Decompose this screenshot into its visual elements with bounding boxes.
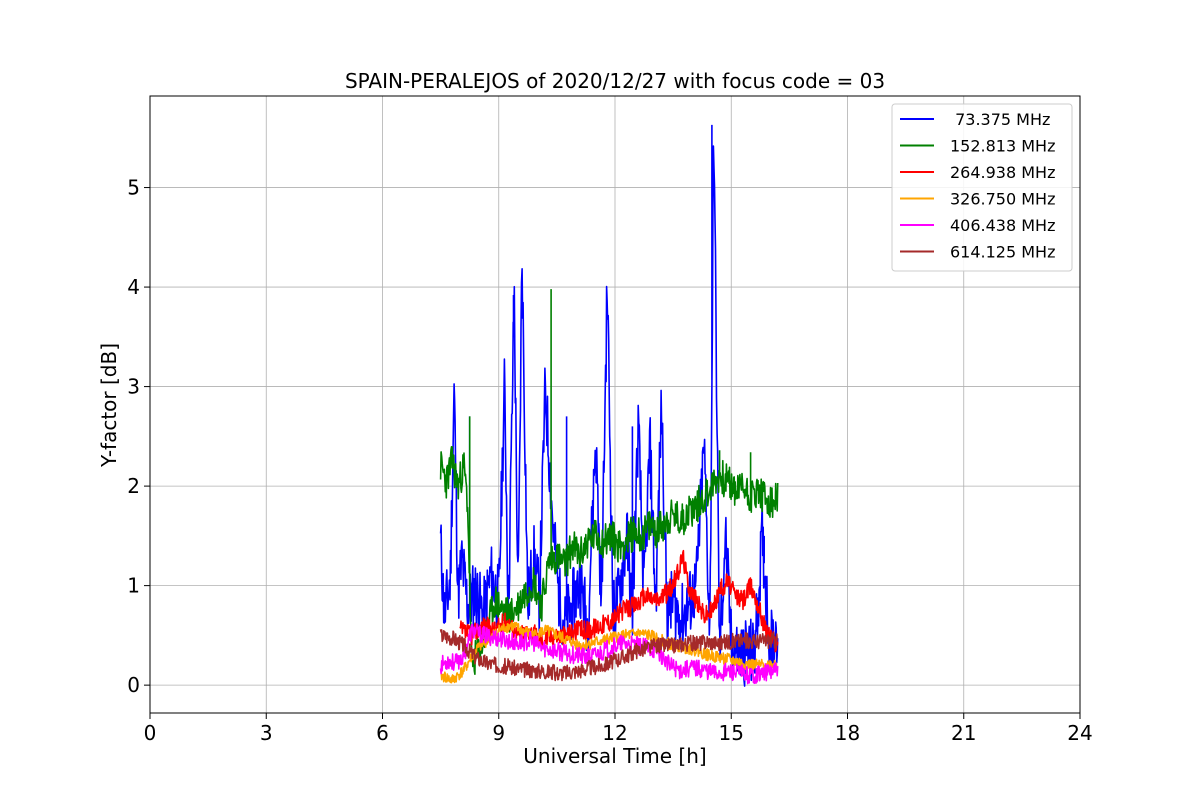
series-lines (439, 124, 779, 687)
y-axis-label: Y-factor [dB] (97, 343, 121, 468)
x-tick-label: 15 (719, 721, 744, 745)
y-axis-ticks: 0 1 2 3 4 5 (127, 176, 150, 697)
legend: 73.375 MHz 152.813 MHz 264.938 MHz 326.750 … (891, 103, 1073, 272)
legend-entry-label: 152.813 MHz (950, 137, 1055, 156)
x-axis-label: Universal Time [h] (523, 744, 706, 768)
legend-entry-label: 73.375 MHz (950, 110, 1050, 129)
y-tick-label: 3 (127, 375, 140, 399)
x-tick-label: 18 (835, 721, 860, 745)
x-tick-label: 0 (144, 721, 157, 745)
x-tick-label: 24 (1067, 721, 1092, 745)
y-tick-label: 5 (127, 176, 140, 200)
x-tick-label: 9 (492, 721, 505, 745)
x-tick-label: 21 (951, 721, 976, 745)
x-axis-ticks: 0 3 6 9 12 15 18 21 24 (144, 713, 1093, 745)
y-tick-label: 1 (127, 574, 140, 598)
series-line-5 (439, 623, 779, 685)
series-line-4 (439, 621, 779, 684)
y-tick-label: 0 (127, 673, 140, 697)
legend-entry-label: 264.938 MHz (950, 163, 1055, 182)
x-tick-label: 6 (376, 721, 389, 745)
series-line-6 (439, 629, 779, 682)
x-tick-label: 3 (260, 721, 273, 745)
legend-entry-label: 614.125 MHz (950, 243, 1055, 262)
series-line-2 (439, 289, 779, 675)
y-tick-label: 2 (127, 474, 140, 498)
y-tick-label: 4 (127, 275, 140, 299)
legend-entry-label: 326.750 MHz (950, 190, 1055, 209)
legend-box (891, 103, 1073, 272)
chart-title: SPAIN-PERALEJOS of 2020/12/27 with focus… (345, 69, 885, 93)
x-tick-label: 12 (602, 721, 627, 745)
legend-entry-label: 406.438 MHz (950, 216, 1055, 235)
